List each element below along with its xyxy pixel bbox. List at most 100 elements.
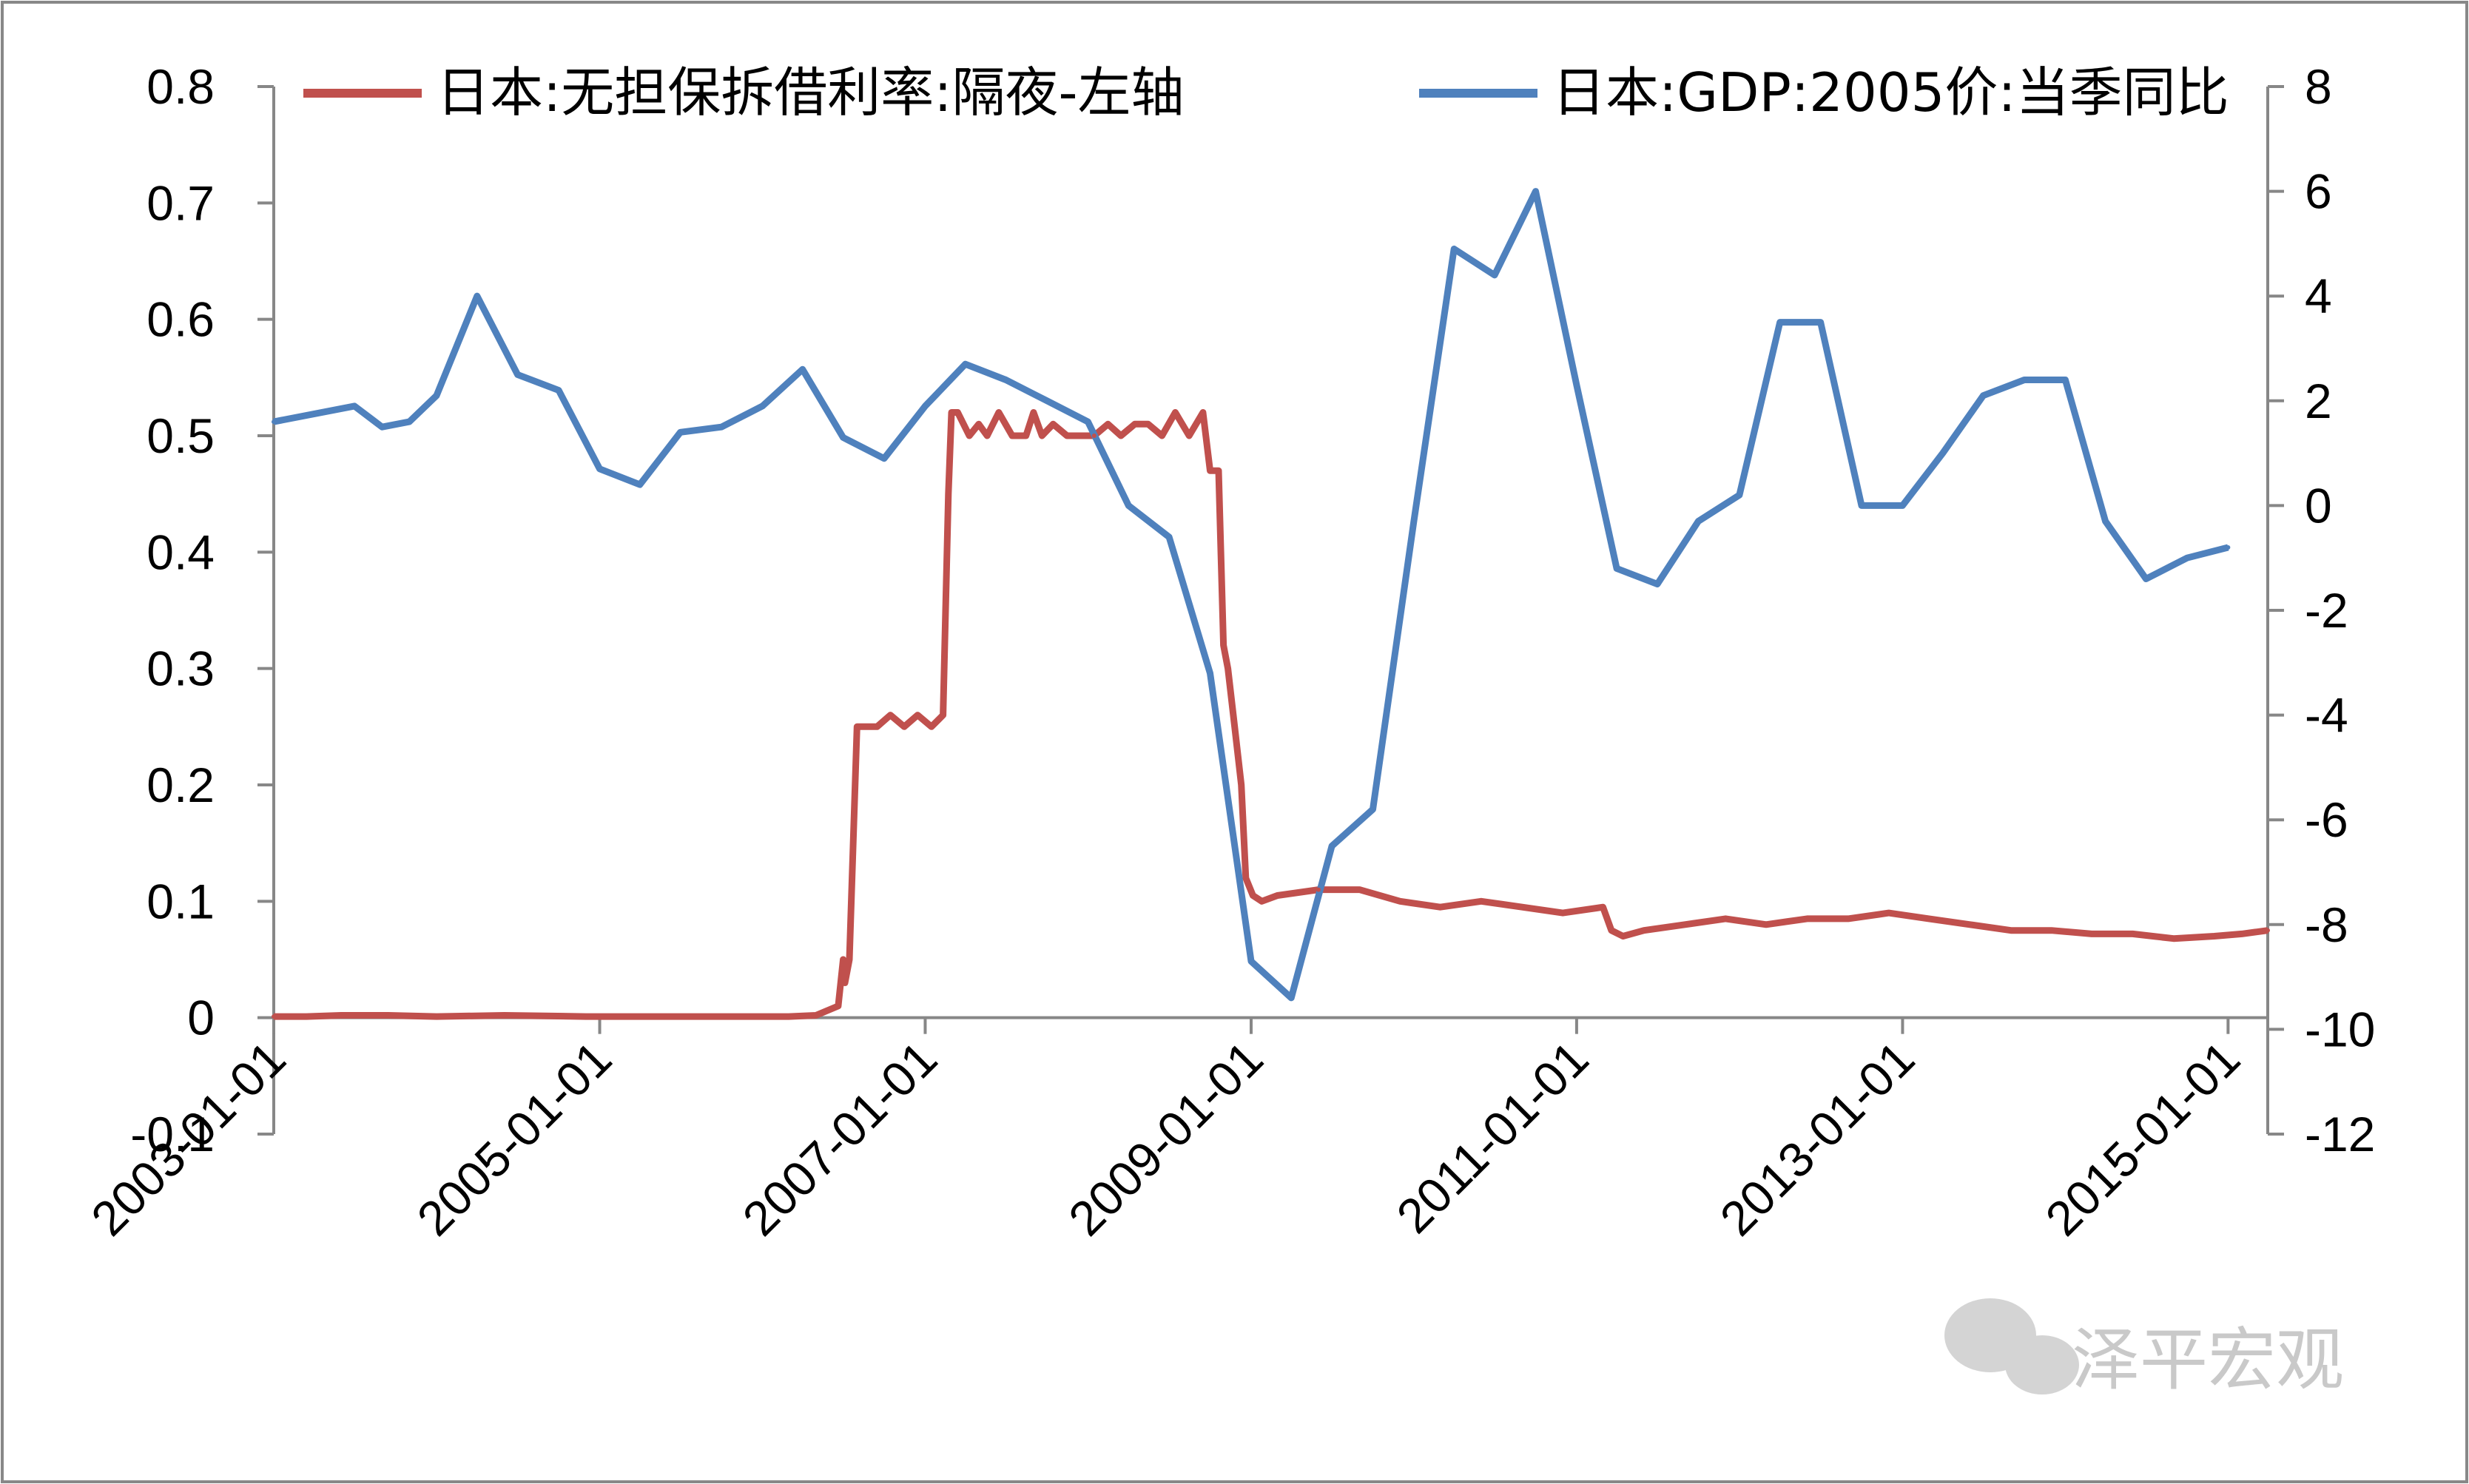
overnight-rate-point <box>786 1014 792 1019</box>
overnight-rate-point <box>985 434 990 438</box>
right-y-tick-label: -2 <box>2305 583 2348 638</box>
right-y-tick-label: 6 <box>2305 164 2332 219</box>
overnight-rate-point <box>946 491 951 496</box>
overnight-rate-point <box>1357 887 1362 892</box>
gdp-yoy-point <box>272 419 276 425</box>
overnight-rate-point <box>2171 936 2176 941</box>
overnight-rate-point <box>996 410 1001 415</box>
gdp-yoy-point <box>1614 566 1620 571</box>
overnight-rate-point <box>1845 916 1850 921</box>
overnight-rate-point <box>976 422 981 427</box>
left-y-tick-label: -0.1 <box>130 1107 215 1161</box>
gdp-yoy-point <box>800 367 805 372</box>
overnight-rate-point <box>1200 410 1205 415</box>
overnight-rate-point <box>1225 666 1230 671</box>
overnight-rate-point <box>583 1014 588 1019</box>
overnight-rate-point <box>1207 468 1213 473</box>
right-y-tick-label: 8 <box>2305 59 2332 114</box>
gdp-yoy-point <box>923 403 928 408</box>
gdp-yoy-point <box>963 362 968 367</box>
gdp-yoy-point <box>1411 519 1416 524</box>
wechat-icon <box>1944 1298 2079 1394</box>
overnight-rate-point <box>502 1013 507 1018</box>
overnight-rate-point <box>940 712 946 718</box>
left-y-tick-label: 0.7 <box>146 175 215 230</box>
overnight-rate-point <box>847 957 852 962</box>
gdp-yoy-point <box>1818 320 1823 325</box>
overnight-rate-point <box>1232 724 1237 729</box>
overnight-rate-point <box>1609 928 1614 933</box>
gdp-yoy-point <box>1289 995 1294 1000</box>
gdp-yoy-point <box>1981 393 1986 398</box>
left-y-tick-label: 0.5 <box>146 408 215 463</box>
right-y-tick-label: -12 <box>2305 1107 2375 1161</box>
overnight-rate-point <box>1173 410 1178 415</box>
overnight-rate-point <box>1239 783 1244 787</box>
overnight-rate-point <box>1091 434 1097 438</box>
left-y-ticks: 0.8 0.7 0.6 0.5 0.4 0.3 0.2 0.1 0 -0.1 <box>130 59 274 1161</box>
overnight-rate-point <box>875 724 880 729</box>
overnight-rate-point <box>1560 911 1566 916</box>
overnight-rate-point <box>1620 934 1626 939</box>
gdp-yoy-point <box>2226 545 2231 550</box>
overnight-rate-point <box>1764 922 1769 927</box>
overnight-rate-point <box>1119 434 1124 438</box>
gdp-yoy-point <box>474 294 479 299</box>
right-y-tick-label: -6 <box>2305 792 2348 847</box>
overnight-rate-point <box>2266 928 2270 933</box>
series-layer <box>272 188 2270 1020</box>
gdp-yoy-point <box>1085 419 1091 425</box>
gdp-yoy-point <box>760 403 765 408</box>
overnight-rate-point <box>338 1013 343 1018</box>
gdp-yoy-point <box>2103 519 2108 524</box>
gdp-yoy-point <box>882 456 887 461</box>
gdp-yoy-point <box>597 466 602 471</box>
overnight-rate-point <box>1520 905 1525 910</box>
gdp-yoy-point <box>515 372 520 377</box>
overnight-rate-point <box>1187 434 1192 438</box>
overnight-rate-point <box>835 1003 841 1008</box>
right-y-tick-label: -4 <box>2305 688 2348 743</box>
overnight-rate-point <box>1132 422 1137 427</box>
watermark: 泽平宏观 <box>1944 1298 2344 1400</box>
gdp-yoy-point <box>1248 959 1253 964</box>
gdp-yoy-point <box>1167 534 1172 539</box>
gdp-yoy-point <box>2063 377 2068 382</box>
overnight-rate-point <box>1040 434 1045 438</box>
watermark-text: 泽平宏观 <box>2072 1321 2344 1400</box>
gdp-yoy-point <box>841 435 846 440</box>
right-y-tick-label: -10 <box>2305 1002 2375 1056</box>
gdp-yoy-point <box>1900 503 1905 508</box>
gdp-yoy-point <box>1452 246 1457 252</box>
legend-label-overnight-rate: 日本:无担保拆借利率:隔夜-左轴 <box>437 61 1185 124</box>
overnight-rate-point <box>1805 916 1810 921</box>
overnight-rate-point <box>2212 934 2217 939</box>
gdp-yoy-point <box>1654 581 1660 587</box>
right-y-tick-label: -8 <box>2305 897 2348 952</box>
overnight-rate-point <box>1259 899 1264 904</box>
overnight-rate-point <box>1600 905 1606 910</box>
overnight-rate-point <box>434 1014 439 1019</box>
gdp-yoy-point <box>556 388 562 393</box>
overnight-rate-point <box>915 712 920 718</box>
overnight-rate-point <box>1078 434 1083 438</box>
overnight-rate-point <box>1216 468 1221 473</box>
overnight-rate-point <box>1009 434 1014 438</box>
overnight-rate-point <box>1967 922 1973 927</box>
overnight-rate-point <box>841 957 846 962</box>
overnight-rate-point <box>1221 643 1226 648</box>
overnight-rate-point <box>1683 922 1688 927</box>
overnight-rate-point <box>955 410 960 415</box>
left-y-tick-label: 0.2 <box>146 758 215 812</box>
overnight-rate-point <box>1926 916 1931 921</box>
overnight-rate-point <box>385 1013 391 1018</box>
overnight-rate-point <box>1145 422 1151 427</box>
gdp-yoy-point <box>1003 377 1008 382</box>
legend-label-gdp-yoy: 日本:GDP:2005价:当季同比 <box>1552 61 2229 124</box>
overnight-rate-point <box>2008 928 2013 933</box>
gdp-yoy-point <box>1737 493 1742 498</box>
gdp-yoy-point <box>1696 519 1701 524</box>
left-y-tick-label: 0.1 <box>146 874 215 928</box>
